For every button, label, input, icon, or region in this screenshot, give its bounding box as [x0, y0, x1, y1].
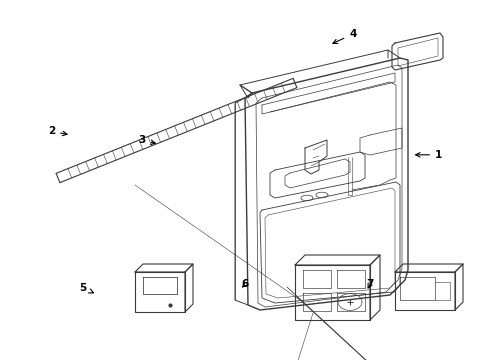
Text: 5: 5 — [80, 283, 94, 293]
Text: 7: 7 — [366, 279, 374, 289]
Text: 2: 2 — [48, 126, 67, 136]
Text: 4: 4 — [333, 29, 357, 44]
Text: 1: 1 — [416, 150, 442, 160]
Text: 3: 3 — [139, 135, 155, 145]
Text: 6: 6 — [242, 279, 248, 289]
